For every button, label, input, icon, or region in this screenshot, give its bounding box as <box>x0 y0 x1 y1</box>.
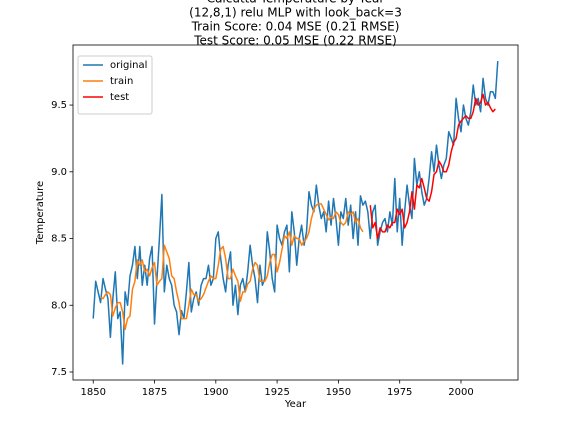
y-tick-label: 9.5 <box>51 100 67 111</box>
chart-title: Calcutta Temperature by Year <box>207 0 385 6</box>
x-tick-label: 1875 <box>142 387 167 398</box>
x-axis-label: Year <box>284 399 307 410</box>
legend-label: original <box>110 60 147 71</box>
x-tick-label: 1975 <box>387 387 412 398</box>
x-tick-label: 1950 <box>326 387 351 398</box>
x-tick-label: 1900 <box>203 387 228 398</box>
legend-box <box>77 55 153 115</box>
y-tick-label: 8.0 <box>51 300 67 311</box>
series-line <box>100 203 364 331</box>
y-tick-label: 7.5 <box>51 367 67 378</box>
series-line <box>92 60 499 365</box>
x-tick-label: 1850 <box>81 387 106 398</box>
x-tick-label: 1925 <box>264 387 289 398</box>
series-line <box>369 93 496 240</box>
y-axis-label: Temperature <box>35 181 46 245</box>
legend-label: train <box>110 76 133 87</box>
y-tick-label: 9.0 <box>51 167 67 178</box>
x-tick-label: 2000 <box>448 387 473 398</box>
chart-title: (12,8,1) relu MLP with look_back=3 <box>189 6 402 20</box>
chart-title: Train Score: 0.04 MSE (0.21 RMSE) <box>191 20 400 34</box>
y-tick-label: 8.5 <box>51 234 67 245</box>
legend-label: test <box>110 92 129 103</box>
chart-title: Test Score: 0.05 MSE (0.22 RMSE) <box>193 34 397 48</box>
axes-frame <box>72 44 519 381</box>
